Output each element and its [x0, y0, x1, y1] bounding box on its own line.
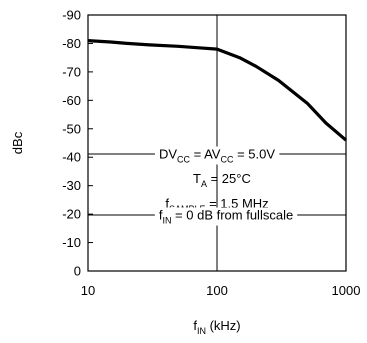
- x-axis-label-sub: IN: [197, 326, 206, 336]
- y-tick-label: 0: [74, 264, 81, 279]
- annotation-part: DV: [159, 147, 177, 162]
- annotation-background: [154, 207, 298, 226]
- annotation-line1: DVCC = AVCC = 5.0V: [159, 147, 275, 165]
- annotation-part: T: [193, 171, 201, 186]
- annotation-part: f: [165, 196, 169, 211]
- x-axis-label: fIN (kHz): [193, 318, 240, 336]
- y-tick-label: -40: [62, 150, 81, 165]
- y-tick-label: -10: [62, 235, 81, 250]
- x-axis-label-unit: (kHz): [206, 318, 241, 333]
- annotation-line2: TA = 25°C: [193, 171, 251, 189]
- annotation-line4: fIN = 0 dB from fullscale: [159, 208, 293, 226]
- series-layer: [87, 39, 348, 142]
- y-tick-label: -20: [62, 207, 81, 222]
- y-tick-label: -50: [62, 121, 81, 136]
- grid-layer: [88, 15, 346, 271]
- x-tick-label: 100: [206, 283, 228, 298]
- annotation-part: = 5.0V: [233, 147, 275, 162]
- x-axis-label-main: f: [193, 318, 197, 333]
- annotation-part: A: [201, 179, 207, 189]
- annotation-part: = 1.5 MHz: [205, 196, 268, 211]
- annotation-part: CC: [220, 155, 233, 165]
- annotation-part: = AV: [190, 147, 221, 162]
- tick-layer: -90 -80 -70 -60 -50 -40 -30 -20 -10 010 100 1000: [62, 8, 360, 299]
- x-tick-label: 10: [81, 283, 95, 298]
- y-axis-label: dBc: [10, 131, 25, 154]
- x-tick-label: 1000: [332, 283, 361, 298]
- y-tick-label: -60: [62, 93, 81, 108]
- y-tick-label: -80: [62, 36, 81, 51]
- annotation-background: [154, 146, 280, 165]
- annotation-part: f: [159, 208, 163, 223]
- annotation-part: CC: [177, 155, 190, 165]
- series-line: [87, 39, 348, 142]
- annotation-part: = 0 dB from fullscale: [171, 208, 293, 223]
- annotation-part: IN: [162, 216, 171, 226]
- annotation-part: = 25°C: [207, 171, 251, 186]
- y-tick-label: -90: [62, 8, 81, 23]
- y-tick-label: -30: [62, 178, 81, 193]
- y-tick-label: -70: [62, 64, 81, 79]
